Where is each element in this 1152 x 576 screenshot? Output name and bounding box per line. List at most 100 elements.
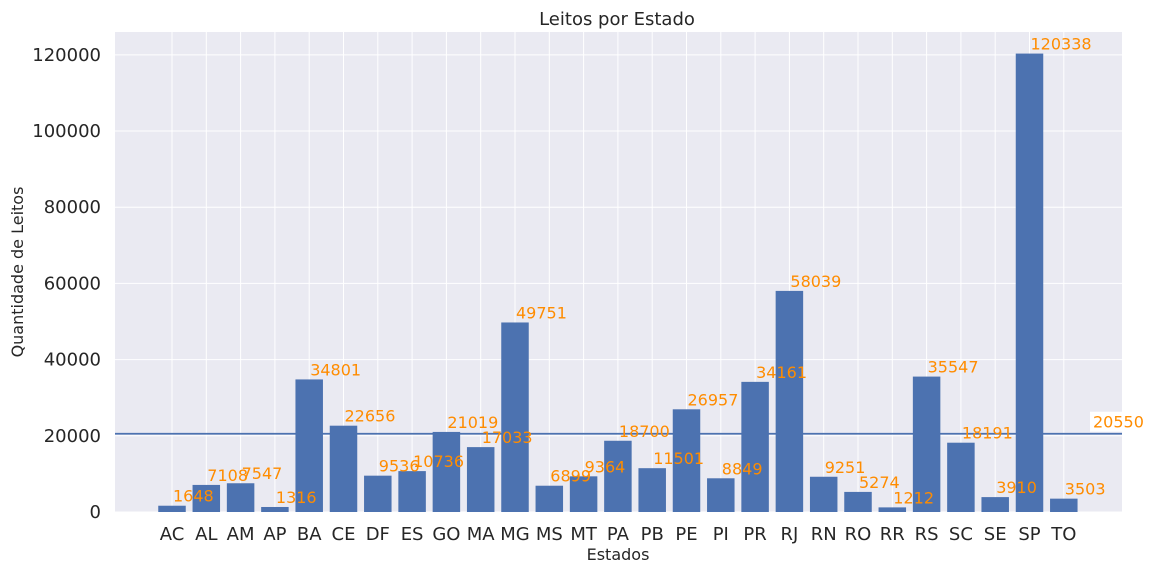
bar bbox=[501, 322, 529, 512]
mean-label-background bbox=[1090, 411, 1148, 432]
x-tick-label: PI bbox=[713, 524, 729, 545]
x-tick-label: MT bbox=[570, 524, 598, 545]
mean-label: 20550 bbox=[1093, 413, 1144, 432]
x-tick-label: RS bbox=[915, 524, 939, 545]
data-label: 9536 bbox=[379, 457, 420, 476]
x-tick-label: RJ bbox=[780, 524, 798, 545]
data-label: 17033 bbox=[482, 428, 533, 447]
bar bbox=[672, 409, 701, 512]
data-label: 7547 bbox=[242, 464, 283, 483]
bar bbox=[947, 442, 975, 512]
bar bbox=[912, 376, 941, 512]
data-label: 34801 bbox=[310, 360, 361, 379]
x-tick-label: ES bbox=[401, 524, 424, 545]
x-tick-label: RR bbox=[880, 524, 905, 545]
plot-area bbox=[115, 32, 1122, 512]
data-label: 58039 bbox=[790, 272, 841, 291]
x-tick-label: SE bbox=[984, 524, 1007, 545]
data-label: 18191 bbox=[962, 424, 1013, 443]
data-label: 35547 bbox=[928, 358, 979, 377]
data-label: 34161 bbox=[756, 363, 807, 382]
x-tick-label: AL bbox=[195, 524, 217, 545]
bar bbox=[466, 447, 495, 512]
data-label: 8849 bbox=[722, 459, 763, 478]
bars bbox=[158, 53, 1078, 513]
y-tick-labels: 0 20000 40000 60000 80000 100000 120000 bbox=[32, 45, 101, 523]
data-label: 120338 bbox=[1031, 35, 1092, 54]
chart-title: Leitos por Estado bbox=[539, 9, 695, 30]
bar bbox=[844, 491, 872, 512]
x-tick-label: PB bbox=[641, 524, 664, 545]
data-label: 1316 bbox=[276, 488, 317, 507]
data-label: 21019 bbox=[447, 413, 498, 432]
data-label: 26957 bbox=[688, 390, 739, 409]
y-tick-label: 0 bbox=[90, 502, 101, 523]
bar bbox=[432, 431, 461, 512]
data-label: 1648 bbox=[173, 487, 214, 506]
data-label: 5274 bbox=[859, 473, 900, 492]
x-tick-label: MA bbox=[467, 524, 496, 545]
x-tick-label: AC bbox=[160, 524, 185, 545]
bar bbox=[192, 484, 221, 512]
y-tick-label: 40000 bbox=[44, 350, 101, 371]
bar bbox=[775, 290, 804, 512]
bar bbox=[878, 507, 907, 512]
bar bbox=[261, 506, 289, 512]
bar bbox=[226, 483, 255, 512]
x-tick-label: SP bbox=[1018, 524, 1040, 545]
x-tick-label: CE bbox=[332, 524, 356, 545]
x-tick-label: MG bbox=[500, 524, 529, 545]
bar bbox=[809, 476, 838, 512]
x-tick-label: AM bbox=[227, 524, 255, 545]
data-label: 9251 bbox=[825, 458, 866, 477]
bar bbox=[295, 379, 323, 512]
bar bbox=[638, 468, 666, 512]
x-tick-label: DF bbox=[366, 524, 390, 545]
x-tick-label: SC bbox=[949, 524, 973, 545]
x-axis-label: Estados bbox=[587, 545, 650, 564]
x-tick-labels: AC AL AM AP BA CE DF ES GO MA MG MS MT PA PB PE PI PR RJ RN… bbox=[160, 524, 1077, 545]
data-label: 1212 bbox=[893, 488, 934, 507]
y-tick-label: 60000 bbox=[44, 273, 101, 294]
bar bbox=[329, 425, 358, 512]
x-tick-label: PE bbox=[675, 524, 697, 545]
bar bbox=[398, 471, 426, 512]
y-tick-label: 80000 bbox=[44, 197, 101, 218]
x-tick-label: RN bbox=[811, 524, 837, 545]
data-label: 10736 bbox=[413, 452, 464, 471]
data-label: 6899 bbox=[550, 467, 591, 486]
y-axis-label: Quantidade de Leitos bbox=[8, 187, 27, 358]
data-label: 9364 bbox=[585, 457, 626, 476]
data-label: 11501 bbox=[653, 449, 704, 468]
bar bbox=[364, 475, 392, 512]
data-label: 18700 bbox=[619, 422, 670, 441]
bar bbox=[981, 497, 1009, 512]
bar bbox=[707, 478, 735, 512]
mean-line-group: 20550 bbox=[115, 411, 1148, 435]
bar bbox=[158, 505, 186, 512]
x-tick-label: TO bbox=[1050, 524, 1076, 545]
bar bbox=[569, 476, 598, 512]
x-tick-label: PR bbox=[743, 524, 766, 545]
y-tick-label: 120000 bbox=[32, 45, 101, 66]
bar bbox=[604, 440, 632, 512]
x-tick-label: PA bbox=[607, 524, 630, 545]
data-label: 22656 bbox=[345, 407, 396, 426]
x-tick-label: MS bbox=[536, 524, 563, 545]
data-label: 49751 bbox=[516, 303, 567, 322]
bar bbox=[741, 381, 769, 512]
bar bbox=[1015, 53, 1044, 513]
x-tick-label: AP bbox=[263, 524, 286, 545]
bar bbox=[535, 485, 564, 512]
data-label: 3910 bbox=[996, 478, 1037, 497]
x-tick-label: BA bbox=[297, 524, 322, 545]
data-label: 7108 bbox=[207, 466, 248, 485]
y-tick-label: 20000 bbox=[44, 426, 101, 447]
y-tick-label: 100000 bbox=[32, 121, 101, 142]
x-tick-label: GO bbox=[432, 524, 460, 545]
bar bbox=[1050, 498, 1078, 512]
data-label: 3503 bbox=[1065, 480, 1106, 499]
x-tick-label: RO bbox=[845, 524, 872, 545]
